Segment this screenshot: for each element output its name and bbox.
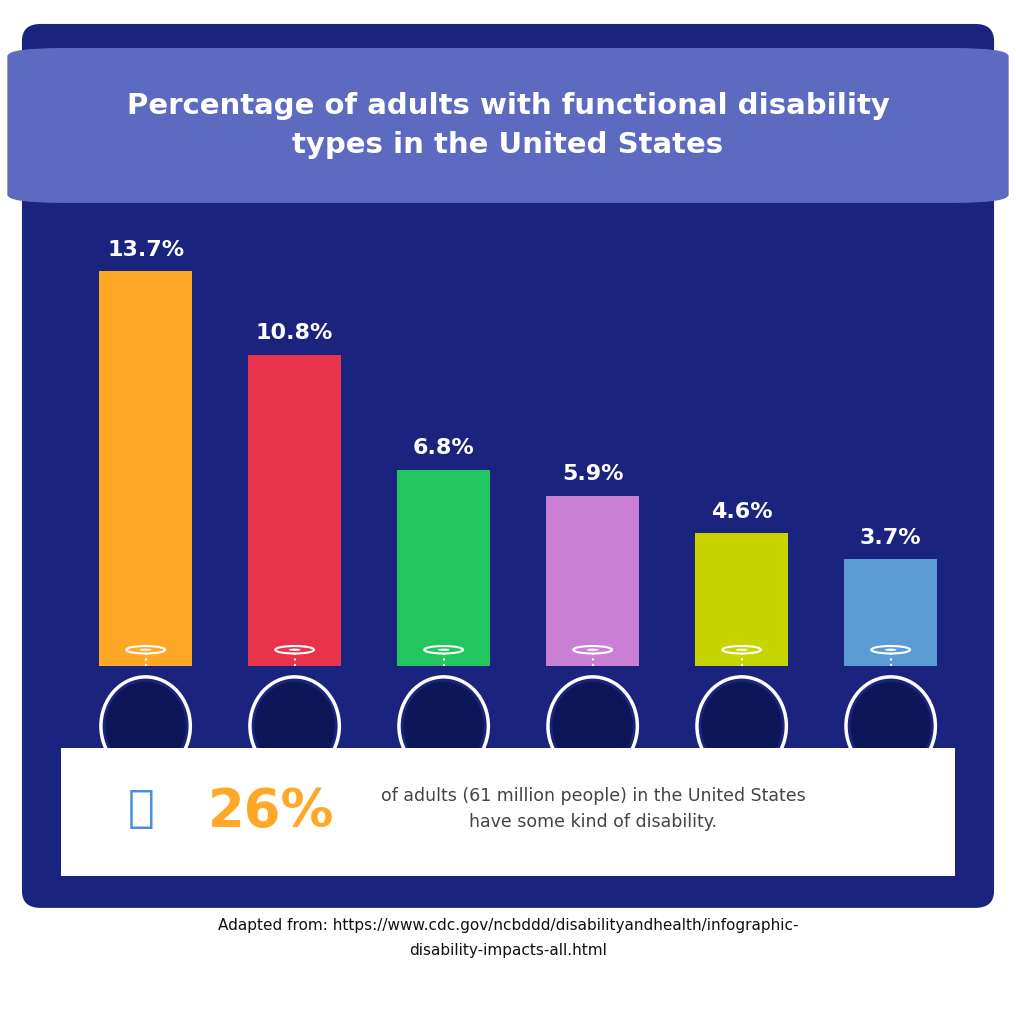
FancyBboxPatch shape: [22, 24, 994, 908]
Circle shape: [553, 682, 633, 770]
Bar: [696, 534, 787, 666]
Circle shape: [586, 648, 598, 651]
Text: Percentage of adults with functional disability
types in the United States: Percentage of adults with functional dis…: [127, 92, 889, 159]
Text: Self Care: Self Care: [858, 797, 924, 811]
Text: Cognition: Cognition: [260, 797, 329, 811]
Text: 5.9%: 5.9%: [562, 464, 624, 484]
Circle shape: [139, 648, 151, 651]
Circle shape: [403, 682, 484, 770]
Text: Vision: Vision: [719, 797, 764, 811]
Text: Mobility: Mobility: [117, 797, 175, 811]
Bar: [844, 559, 937, 666]
Text: 6.8%: 6.8%: [412, 438, 474, 459]
Bar: [249, 354, 340, 666]
Circle shape: [106, 682, 186, 770]
Circle shape: [438, 648, 450, 651]
Text: 3.7%: 3.7%: [860, 527, 922, 548]
Text: Independent
Living: Independent Living: [397, 777, 490, 811]
Circle shape: [850, 682, 931, 770]
Bar: [397, 470, 490, 666]
Bar: [547, 496, 639, 666]
Text: 10.8%: 10.8%: [256, 323, 333, 343]
Circle shape: [289, 648, 301, 651]
Text: Adapted from: https://www.cdc.gov/ncbddd/disabilityandhealth/infographic-
disabi: Adapted from: https://www.cdc.gov/ncbddd…: [217, 919, 799, 958]
Circle shape: [701, 682, 782, 770]
Text: Hearing: Hearing: [564, 797, 622, 811]
Text: of adults (61 million people) in the United States
have some kind of disability.: of adults (61 million people) in the Uni…: [381, 786, 806, 831]
Bar: [100, 271, 192, 666]
Circle shape: [885, 648, 897, 651]
Text: 13.7%: 13.7%: [107, 240, 184, 259]
Circle shape: [736, 648, 748, 651]
Text: 👥: 👥: [128, 787, 154, 830]
Circle shape: [254, 682, 335, 770]
Text: 4.6%: 4.6%: [711, 502, 772, 521]
FancyBboxPatch shape: [7, 48, 1009, 203]
FancyBboxPatch shape: [16, 741, 1000, 882]
Text: 26%: 26%: [208, 785, 334, 838]
